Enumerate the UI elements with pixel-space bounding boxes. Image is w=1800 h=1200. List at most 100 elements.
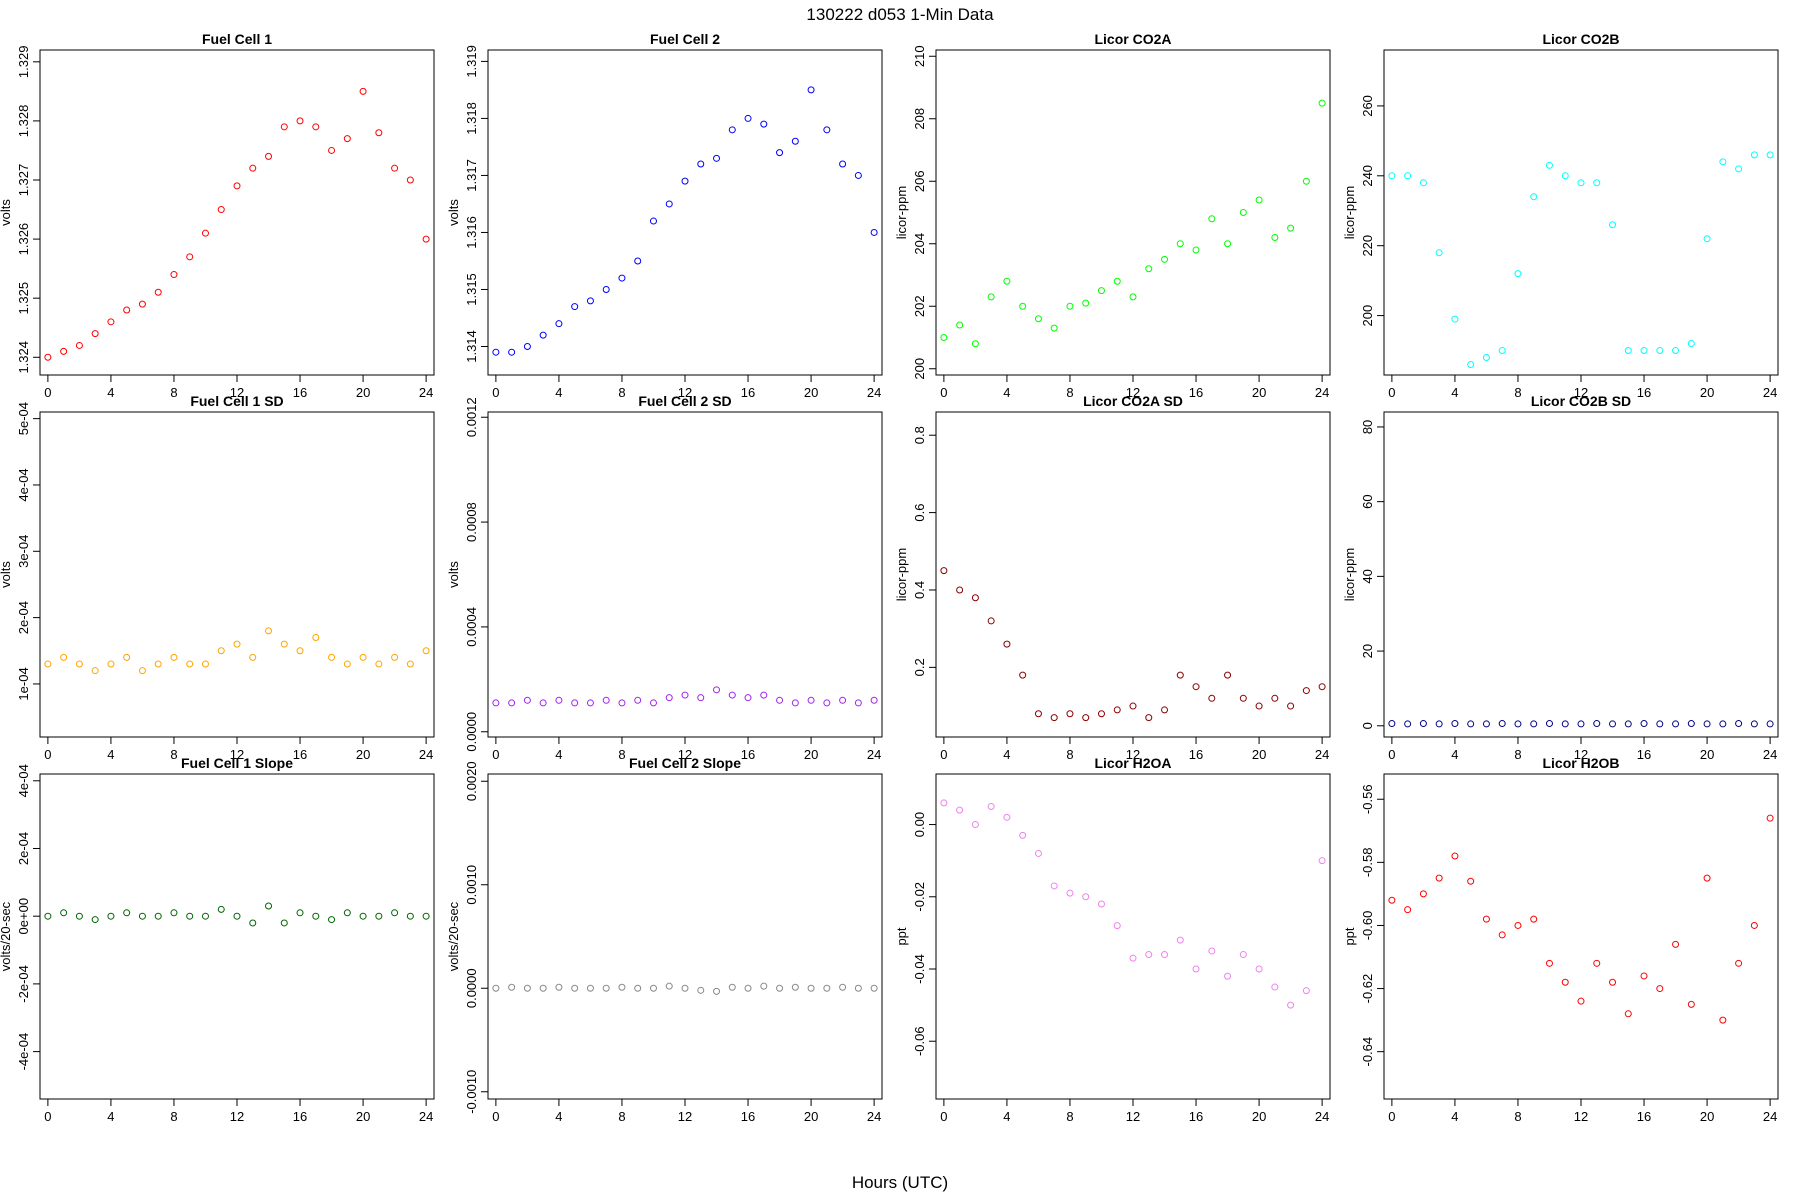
x-tick-label: 4	[555, 385, 562, 400]
data-point	[823, 126, 831, 134]
x-tick-label: 16	[1637, 1109, 1651, 1124]
data-point	[1388, 720, 1396, 728]
data-point	[791, 699, 799, 707]
x-tick-label: 12	[678, 1109, 692, 1124]
y-tick-label: 210	[912, 45, 927, 67]
y-tick-label: 0.0004	[464, 607, 479, 647]
y-tick-label: 0.0000	[464, 712, 479, 752]
x-tick-label: 8	[1066, 1109, 1073, 1124]
x-tick-label: 24	[419, 385, 433, 400]
data-point	[681, 691, 689, 699]
data-point	[618, 983, 626, 991]
data-point	[539, 984, 547, 992]
data-point	[233, 912, 241, 920]
data-point	[807, 696, 815, 704]
data-point	[1318, 99, 1326, 107]
y-tick-label: 1.317	[464, 159, 479, 192]
data-point	[1176, 671, 1184, 679]
data-point	[107, 660, 115, 668]
data-point	[1530, 720, 1538, 728]
x-tick-label: 12	[1126, 1109, 1140, 1124]
data-point	[1302, 687, 1310, 695]
x-tick-label: 12	[678, 385, 692, 400]
data-point	[170, 909, 178, 917]
y-axis-label: licor-ppm	[894, 186, 909, 239]
data-point	[75, 341, 83, 349]
data-point	[634, 257, 642, 265]
data-point	[60, 909, 68, 917]
panel-3: Licor CO2B 0 4 8 12 16 20 24 200 220 240 260 licor-p…	[1342, 31, 1779, 400]
y-tick-label: 80	[1360, 420, 1375, 434]
data-point	[422, 235, 430, 243]
data-point	[1640, 720, 1648, 728]
y-tick-label: -0.06	[912, 1026, 927, 1056]
data-point	[1003, 640, 1011, 648]
data-point	[1719, 158, 1727, 166]
data-point	[138, 300, 146, 308]
y-tick-label: -0.02	[912, 882, 927, 912]
data-point	[1451, 852, 1459, 860]
data-point	[1530, 193, 1538, 201]
data-point	[1271, 983, 1279, 991]
x-tick-label: 8	[1514, 747, 1521, 762]
data-point	[1145, 265, 1153, 273]
y-tick-label: 0.0010	[464, 865, 479, 905]
data-point	[1034, 710, 1042, 718]
data-point	[186, 660, 194, 668]
y-tick-label: 0	[1360, 722, 1375, 729]
y-axis-label: licor-ppm	[1342, 186, 1357, 239]
panel-8: Fuel Cell 1 Slope 0 4 8 12 16 20 24 -4e-04 -2e-04…	[0, 755, 435, 1124]
data-point	[375, 660, 383, 668]
y-tick-label: -0.04	[912, 954, 927, 984]
x-tick-label: 20	[1252, 1109, 1266, 1124]
x-tick-label: 8	[170, 1109, 177, 1124]
data-point	[1609, 978, 1617, 986]
data-point	[1318, 683, 1326, 691]
x-tick-label: 16	[293, 385, 307, 400]
data-point	[1750, 720, 1758, 728]
data-point	[854, 699, 862, 707]
data-point	[1640, 347, 1648, 355]
data-point	[1735, 165, 1743, 173]
data-point	[217, 647, 225, 655]
data-point	[697, 160, 705, 168]
data-point	[1097, 287, 1105, 295]
x-tick-label: 24	[1763, 747, 1777, 762]
y-tick-label: 1.324	[16, 341, 31, 374]
data-point	[987, 293, 995, 301]
data-point	[1066, 889, 1074, 897]
data-point	[602, 285, 610, 293]
data-point	[1577, 179, 1585, 187]
y-axis-label: ppt	[1342, 927, 1357, 945]
data-point	[665, 694, 673, 702]
x-tick-label: 8	[170, 385, 177, 400]
data-point	[138, 912, 146, 920]
data-point	[107, 912, 115, 920]
data-point	[375, 912, 383, 920]
data-point	[744, 114, 752, 122]
x-tick-label: 16	[1189, 385, 1203, 400]
data-point	[1239, 209, 1247, 216]
data-point	[586, 984, 594, 992]
data-point	[201, 912, 209, 920]
data-point	[1255, 965, 1263, 973]
data-point	[107, 318, 115, 326]
data-point	[1577, 997, 1585, 1005]
data-point	[44, 660, 52, 668]
y-tick-label: 208	[912, 108, 927, 130]
data-point	[854, 984, 862, 992]
data-point	[555, 320, 563, 328]
data-point	[1255, 702, 1263, 710]
data-point	[776, 696, 784, 704]
data-point	[1145, 951, 1153, 959]
panel-title: Fuel Cell 2 Slope	[629, 755, 741, 771]
data-point	[1113, 922, 1121, 930]
data-point	[154, 660, 162, 668]
data-point	[508, 983, 516, 991]
y-tick-label: -2e-04	[16, 965, 31, 1003]
x-tick-label: 16	[741, 1109, 755, 1124]
data-point	[1404, 172, 1412, 180]
data-point	[1192, 246, 1200, 254]
data-point	[1656, 985, 1664, 993]
data-point	[1687, 340, 1695, 348]
